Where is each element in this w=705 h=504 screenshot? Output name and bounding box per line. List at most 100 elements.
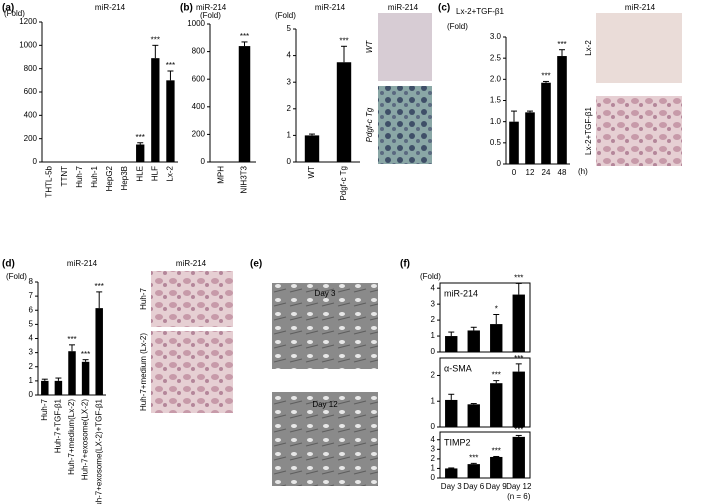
y-tick-label: 6 [29, 305, 34, 314]
y-tick-label: 200 [24, 134, 38, 143]
y-tick-label: 600 [24, 87, 38, 96]
bar [512, 371, 525, 427]
legend-label: α-SMA [444, 363, 472, 373]
panel-label: (c) [438, 3, 450, 14]
x-tick-label: Lx-2 [166, 165, 175, 181]
y-tick-label: 0 [201, 157, 206, 166]
y-tick-label: 3 [431, 444, 436, 453]
y-tick-label: 5 [287, 24, 292, 33]
micrograph-title: miR-214 [388, 3, 419, 12]
bar [81, 361, 90, 395]
micrograph-label: Day 12 [312, 400, 338, 409]
y-tick-label: 400 [24, 110, 38, 119]
y-axis-label: (Fold) [420, 272, 441, 281]
y-tick-label: 1.5 [490, 96, 502, 105]
bar [304, 135, 320, 162]
y-tick-label: 2.5 [490, 53, 502, 62]
y-tick-label: 1200 [19, 17, 37, 26]
significance-label: *** [541, 72, 550, 81]
bar [151, 58, 160, 162]
significance-label: * [495, 305, 498, 314]
panel-label: (b) [180, 3, 193, 14]
bar [41, 380, 49, 395]
bar [445, 336, 458, 352]
significance-label: *** [514, 354, 523, 363]
micrograph [596, 13, 682, 83]
x-tick-label: Huh-7+exosome(LX-2)+TGF-β1 [94, 398, 103, 504]
y-tick-label: 8 [29, 277, 34, 286]
y-tick-label: 2 [431, 315, 436, 324]
y-axis-label: (Fold) [200, 11, 221, 20]
y-tick-label: 2 [431, 454, 436, 463]
x-tick-label: Huh-7+medium(Lx-2) [67, 399, 76, 475]
chart-title: Lx-2+TGF-β1 [456, 7, 504, 16]
panel-labels: (a) (b) (c) (d) (e) (f) [2, 3, 450, 270]
micrograph [151, 271, 233, 327]
chart-title: miR-214 [196, 3, 227, 12]
micrograph [378, 13, 432, 81]
bar [68, 351, 76, 395]
y-tick-label: 2 [287, 104, 292, 113]
significance-label: *** [81, 350, 90, 359]
x-tick-label: WT [307, 166, 316, 179]
x-tick-label: MPH [217, 166, 226, 184]
y-tick-label: 7 [29, 291, 34, 300]
y-tick-label: 1 [29, 376, 34, 385]
y-tick-label: 0 [33, 157, 38, 166]
bar [467, 404, 480, 427]
bar [467, 464, 480, 478]
x-tick-label: Pdgf-c Tg [339, 166, 348, 201]
significance-label: *** [151, 35, 160, 44]
micrograph-label: Huh-7 [139, 288, 148, 310]
bar [490, 383, 503, 427]
significance-label: *** [95, 282, 104, 291]
significance-label: *** [514, 426, 523, 435]
micrograph-label: Huh-7+medium (Lx-2) [139, 333, 148, 411]
x-tick-label: Huh-1 [90, 165, 99, 187]
x-tick-label: 0 [512, 168, 517, 177]
micrograph-label: Lx-2 [584, 40, 593, 56]
micrograph-label: WT [365, 40, 374, 54]
x-tick-label: NIH3T3 [240, 165, 249, 193]
bar [54, 380, 63, 395]
panel-label: (a) [2, 3, 14, 14]
y-tick-label: 1 [431, 396, 436, 405]
significance-label: *** [492, 447, 501, 456]
bar [512, 436, 525, 478]
y-tick-label: 800 [24, 64, 38, 73]
significance-label: *** [166, 61, 175, 70]
x-tick-label: Huh-7 [75, 165, 84, 187]
micrograph [151, 331, 233, 413]
x-tick-label: Day 3 [441, 482, 462, 491]
x-tick-label: Hep3B [120, 166, 129, 190]
bar [238, 46, 251, 162]
x-tick-label: Huh-7+exosome(LX-2) [81, 399, 90, 480]
micrograph [272, 392, 378, 486]
bar [490, 456, 503, 478]
bar [512, 294, 525, 352]
bar [467, 330, 480, 352]
x-tick-label: HepG2 [105, 165, 114, 191]
x-tick-label: Day 9 [486, 482, 507, 491]
y-tick-label: 2.0 [490, 74, 502, 83]
micrograph-title: miR-214 [625, 3, 656, 12]
y-tick-label: 1 [431, 464, 436, 473]
micrograph-label: Lx-2+TGF-β1 [584, 106, 593, 154]
micrographs: miR-214 WT Pdgf-c Tg miR-214 Lx-2 Lx-2+T… [139, 3, 682, 486]
micrograph-title: miR-214 [176, 259, 207, 268]
y-tick-label: 3 [431, 299, 436, 308]
x-note: (n = 6) [507, 492, 531, 501]
legend-label: TIMP2 [444, 437, 471, 447]
y-tick-label: 400 [192, 102, 206, 111]
y-tick-label: 4 [431, 435, 436, 444]
micrograph-label: Pdgf-c Tg [365, 107, 374, 142]
y-tick-label: 4 [431, 283, 436, 292]
y-axis-label: (Fold) [4, 9, 25, 18]
significance-label: *** [557, 40, 566, 49]
y-tick-label: 0 [431, 473, 436, 482]
y-tick-label: 0.5 [490, 138, 502, 147]
y-tick-label: 1000 [187, 19, 205, 28]
x-tick-label: 24 [542, 168, 551, 177]
chart-title: miR-214 [315, 3, 346, 12]
